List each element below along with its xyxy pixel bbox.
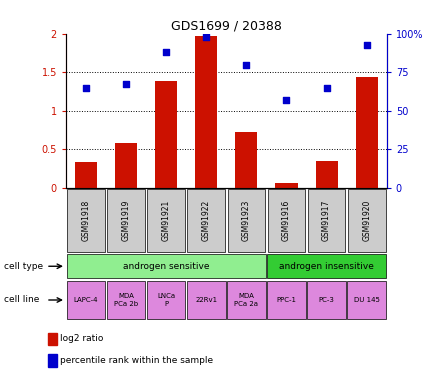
Text: cell line: cell line: [4, 296, 40, 304]
Bar: [107, 189, 145, 252]
Text: LAPC-4: LAPC-4: [74, 297, 98, 303]
Bar: [267, 280, 306, 320]
Bar: [268, 189, 305, 252]
Bar: [227, 280, 266, 320]
Point: [243, 62, 250, 68]
Text: cell type: cell type: [4, 262, 43, 271]
Bar: [235, 132, 258, 188]
Bar: [147, 189, 185, 252]
Bar: [67, 254, 266, 278]
Title: GDS1699 / 20388: GDS1699 / 20388: [171, 20, 282, 33]
Text: 22Rv1: 22Rv1: [195, 297, 217, 303]
Bar: [275, 183, 298, 188]
Bar: [48, 354, 57, 367]
Bar: [348, 189, 385, 252]
Text: androgen sensitive: androgen sensitive: [123, 262, 210, 271]
Bar: [308, 189, 346, 252]
Text: DU 145: DU 145: [354, 297, 380, 303]
Text: GSM91918: GSM91918: [82, 200, 91, 241]
Text: GSM91920: GSM91920: [362, 200, 371, 241]
Text: log2 ratio: log2 ratio: [60, 334, 103, 344]
Bar: [187, 280, 226, 320]
Bar: [75, 162, 97, 188]
Bar: [356, 77, 378, 188]
Bar: [67, 280, 105, 320]
Point: [203, 34, 210, 40]
Bar: [107, 280, 145, 320]
Text: PPC-1: PPC-1: [277, 297, 297, 303]
Text: GSM91916: GSM91916: [282, 200, 291, 241]
Text: MDA
PCa 2b: MDA PCa 2b: [114, 294, 138, 306]
Text: androgen insensitive: androgen insensitive: [279, 262, 374, 271]
Point: [283, 97, 290, 103]
Text: GSM91922: GSM91922: [202, 200, 211, 241]
Point: [82, 85, 89, 91]
Bar: [147, 280, 185, 320]
Bar: [67, 189, 105, 252]
Text: LNCa
P: LNCa P: [157, 294, 175, 306]
Bar: [195, 36, 217, 188]
Point: [123, 81, 130, 87]
Bar: [315, 161, 337, 188]
Text: MDA
PCa 2a: MDA PCa 2a: [234, 294, 258, 306]
Point: [363, 42, 370, 48]
Text: GSM91919: GSM91919: [122, 200, 130, 241]
Bar: [48, 333, 57, 345]
Bar: [155, 81, 177, 188]
Bar: [267, 254, 386, 278]
Bar: [115, 143, 137, 188]
Bar: [187, 189, 225, 252]
Bar: [227, 189, 265, 252]
Point: [323, 85, 330, 91]
Bar: [307, 280, 346, 320]
Text: PC-3: PC-3: [319, 297, 334, 303]
Point: [163, 49, 170, 55]
Text: GSM91921: GSM91921: [162, 200, 171, 241]
Text: percentile rank within the sample: percentile rank within the sample: [60, 356, 213, 365]
Bar: [348, 280, 386, 320]
Text: GSM91923: GSM91923: [242, 200, 251, 241]
Text: GSM91917: GSM91917: [322, 200, 331, 241]
